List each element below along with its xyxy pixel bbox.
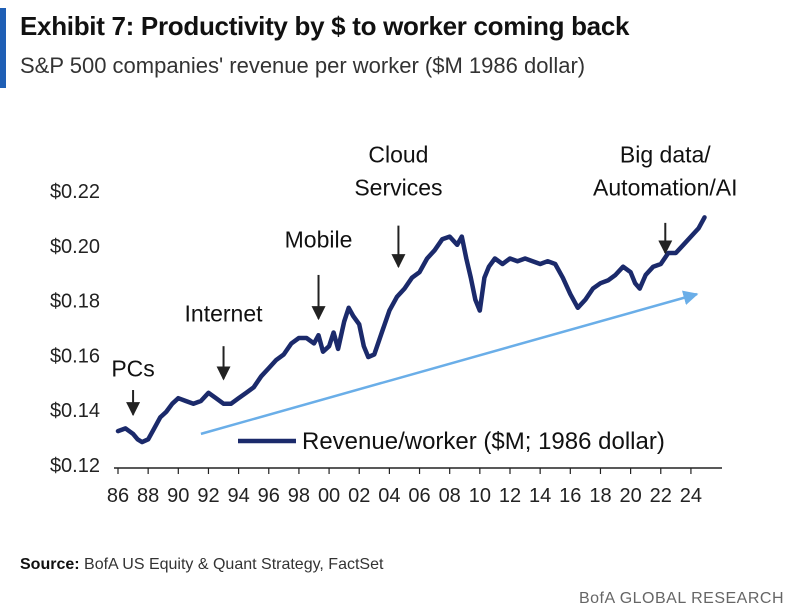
series-line-revenue-per-worker <box>115 215 707 445</box>
chart-title: Exhibit 7: Productivity by $ to worker c… <box>20 11 630 41</box>
x-tick-label: 14 <box>529 485 551 507</box>
annotation-label: Cloud <box>368 141 428 167</box>
x-tick-label: 12 <box>499 485 521 507</box>
y-tick-label: $0.14 <box>50 400 100 422</box>
x-tick-label: 08 <box>439 485 461 507</box>
x-tick-label: 88 <box>137 485 159 507</box>
annotation-label: Big data/ <box>620 141 711 167</box>
trend-arrow <box>200 290 699 436</box>
source-text: BofA US Equity & Quant Strategy, FactSet <box>84 556 384 573</box>
source-note: Source: BofA US Equity & Quant Strategy,… <box>20 556 383 574</box>
x-tick-label: 00 <box>318 485 340 507</box>
brand-label: BofA GLOBAL RESEARCH <box>578 590 784 607</box>
x-tick-label: 96 <box>258 485 280 507</box>
x-tick-label: 06 <box>408 485 430 507</box>
x-tick-label: 92 <box>197 485 219 507</box>
annotation-label: Internet <box>185 301 264 327</box>
annotation-label: Mobile <box>285 227 353 253</box>
x-tick-label: 18 <box>589 485 611 507</box>
x-tick-label: 86 <box>107 485 129 507</box>
y-tick-label: $0.22 <box>50 181 100 203</box>
y-tick-label: $0.12 <box>50 455 100 477</box>
title-accent-bar <box>0 8 6 88</box>
x-tick-label: 22 <box>650 485 672 507</box>
source-label: Source: <box>20 556 80 573</box>
x-tick-label: 94 <box>227 485 249 507</box>
x-tick-label: 20 <box>619 485 641 507</box>
x-tick-label: 16 <box>559 485 581 507</box>
x-tick-label: 24 <box>680 485 702 507</box>
x-tick-label: 10 <box>469 485 491 507</box>
annotation-label: PCs <box>111 355 154 381</box>
annotation-label: Services <box>354 174 442 200</box>
legend-label: Revenue/worker ($M; 1986 dollar) <box>302 428 665 455</box>
x-tick-label: 02 <box>348 485 370 507</box>
y-tick-label: $0.16 <box>50 345 100 367</box>
x-tick-label: 98 <box>288 485 310 507</box>
x-tick-label: 90 <box>167 485 189 507</box>
y-tick-label: $0.18 <box>50 291 100 313</box>
x-tick-label: 04 <box>378 485 400 507</box>
annotation-label: Automation/AI <box>593 174 737 200</box>
y-tick-label: $0.20 <box>50 236 100 258</box>
chart-subtitle: S&P 500 companies' revenue per worker ($… <box>20 53 586 78</box>
